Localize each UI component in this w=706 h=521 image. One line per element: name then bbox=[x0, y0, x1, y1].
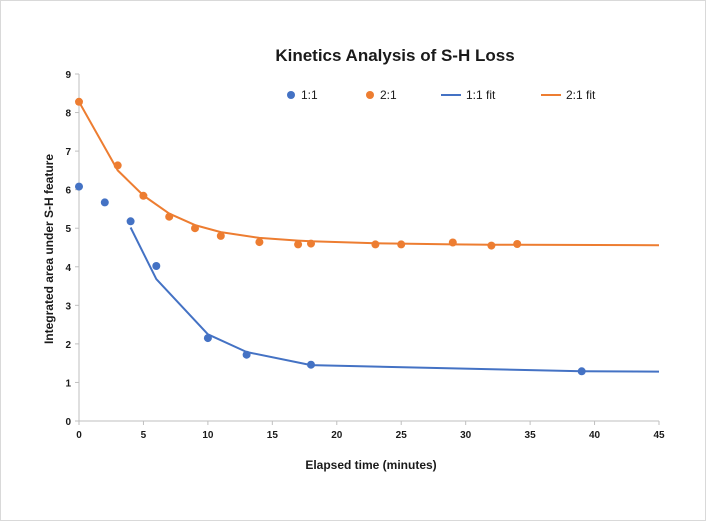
data-point-2-1 bbox=[397, 240, 406, 249]
x-tick-label: 25 bbox=[396, 430, 408, 441]
y-tick-label: 0 bbox=[65, 417, 71, 428]
data-point-2-1 bbox=[255, 238, 264, 247]
data-point-2-1 bbox=[139, 191, 148, 200]
data-point-2-1 bbox=[113, 161, 122, 170]
y-tick-label: 1 bbox=[65, 378, 71, 389]
legend-label-1-1-fit: 1:1 fit bbox=[466, 88, 496, 102]
x-tick-label: 40 bbox=[589, 430, 601, 441]
data-point-1-1 bbox=[75, 182, 83, 191]
legend-marker-1-1 bbox=[287, 91, 295, 99]
data-point-1-1 bbox=[307, 360, 315, 369]
data-point-2-1 bbox=[216, 231, 225, 240]
y-tick-label: 9 bbox=[65, 70, 71, 81]
x-axis-title: Elapsed time (minutes) bbox=[305, 458, 436, 472]
x-tick-label: 20 bbox=[331, 430, 343, 441]
data-point-2-1 bbox=[294, 240, 303, 249]
legend: 1:1 2:1 1:1 fit 2:1 fit bbox=[287, 88, 596, 102]
y-tick-label: 5 bbox=[65, 224, 71, 235]
legend-label-2-1-fit: 2:1 fit bbox=[566, 88, 596, 102]
x-tick-label: 45 bbox=[653, 430, 665, 441]
x-tick-label: 0 bbox=[76, 430, 82, 441]
y-axis-title: Integrated area under S-H feature bbox=[42, 154, 56, 344]
x-tick-label: 30 bbox=[460, 430, 472, 441]
y-tick-label: 3 bbox=[65, 301, 71, 312]
data-point-1-1 bbox=[242, 350, 251, 359]
x-tick-label: 35 bbox=[525, 430, 537, 441]
data-point-2-1 bbox=[513, 240, 522, 248]
data-point-2-1 bbox=[191, 224, 199, 233]
data-point-2-1 bbox=[75, 97, 83, 106]
data-point-1-1 bbox=[152, 262, 161, 270]
data-point-2-1 bbox=[448, 238, 457, 247]
data-point-1-1 bbox=[577, 367, 586, 376]
data-point-2-1 bbox=[487, 241, 496, 250]
y-tick-label: 6 bbox=[65, 186, 71, 197]
x-tick-label: 5 bbox=[141, 430, 147, 441]
series-layer bbox=[75, 97, 660, 376]
chart-title: Kinetics Analysis of S-H Loss bbox=[275, 46, 514, 65]
legend-marker-2-1 bbox=[366, 91, 374, 99]
data-point-2-1 bbox=[307, 239, 315, 248]
data-point-1-1 bbox=[126, 217, 135, 226]
x-tick-label: 10 bbox=[202, 430, 214, 441]
data-point-1-1 bbox=[100, 198, 109, 207]
series-line-1-1-fit bbox=[129, 227, 660, 373]
x-tick-label: 15 bbox=[267, 430, 279, 441]
y-tick-label: 7 bbox=[65, 147, 71, 158]
data-point-1-1 bbox=[203, 334, 212, 343]
legend-label-2-1: 2:1 bbox=[380, 88, 397, 102]
legend-label-1-1: 1:1 bbox=[301, 88, 318, 102]
y-tick-label: 2 bbox=[65, 340, 71, 351]
data-point-2-1 bbox=[371, 240, 380, 249]
data-point-2-1 bbox=[165, 212, 174, 221]
y-tick-label: 8 bbox=[65, 109, 71, 120]
series-line-2-1-fit bbox=[78, 101, 660, 247]
y-tick-label: 4 bbox=[65, 263, 71, 274]
